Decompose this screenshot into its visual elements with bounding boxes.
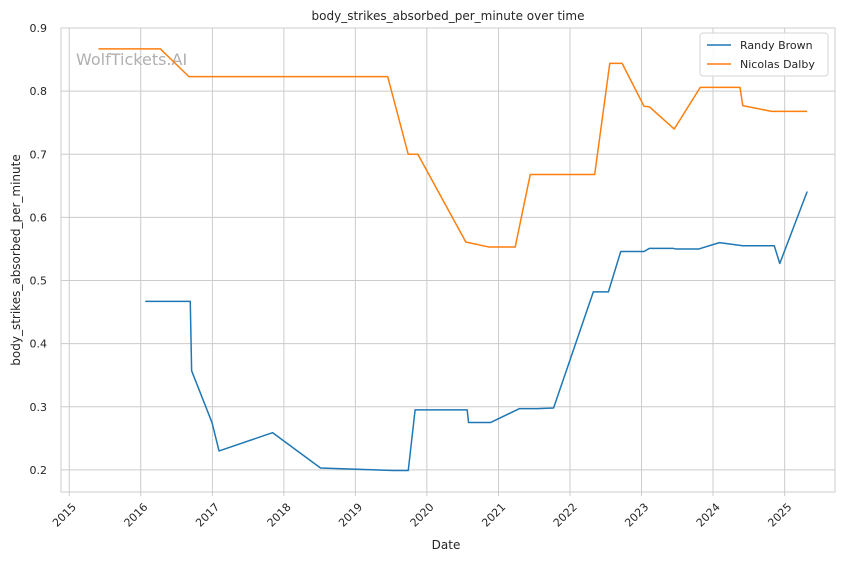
legend: Randy Brown Nicolas Dalby [699, 32, 829, 77]
y-tick-label: 0.6 [30, 211, 48, 224]
plot-area-frame [60, 27, 836, 493]
watermark: WolfTickets.AI [76, 50, 187, 69]
series-lines [98, 48, 808, 472]
y-tick-label: 0.2 [30, 464, 48, 477]
series-line-nicolas-dalby [98, 48, 808, 248]
y-tick-label: 0.7 [30, 148, 48, 161]
legend-label-randy-brown: Randy Brown [740, 39, 813, 52]
legend-frame [699, 32, 829, 77]
series-line-randy-brown [145, 191, 808, 472]
y-tick-label: 0.4 [30, 338, 48, 351]
y-tick-label: 0.8 [30, 85, 48, 98]
y-tick-label: 0.5 [30, 275, 48, 288]
y-axis-title: body_strikes_absorbed_per_minute [9, 154, 23, 365]
y-tick-label: 0.3 [30, 401, 48, 414]
x-axis-title: Date [432, 538, 461, 552]
y-tick-label: 0.9 [30, 22, 48, 35]
legend-label-nicolas-dalby: Nicolas Dalby [740, 58, 815, 71]
chart-title: body_strikes_absorbed_per_minute over ti… [312, 9, 585, 23]
